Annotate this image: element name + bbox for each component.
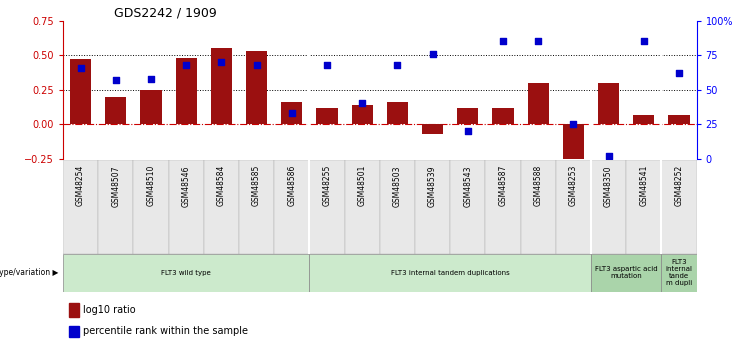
Text: percentile rank within the sample: percentile rank within the sample (83, 326, 248, 336)
Bar (591, 160, 626, 254)
Text: GSM48252: GSM48252 (674, 165, 683, 206)
Bar (351, 105, 373, 124)
Bar (274, 160, 309, 254)
Bar (379, 160, 415, 254)
Bar (63, 254, 310, 292)
Bar (98, 160, 133, 254)
Bar (528, 83, 548, 124)
Point (638, 39, 650, 44)
Point (321, 62, 333, 68)
Text: GSM48588: GSM48588 (534, 165, 542, 206)
Bar (345, 160, 379, 254)
Text: GSM48587: GSM48587 (499, 165, 508, 206)
Point (391, 62, 403, 68)
Point (497, 39, 509, 44)
Point (180, 62, 192, 68)
Text: FLT3 aspartic acid
mutation: FLT3 aspartic acid mutation (595, 266, 657, 279)
Bar (239, 160, 274, 254)
Text: FLT3 internal tandem duplications: FLT3 internal tandem duplications (391, 269, 510, 276)
Point (216, 59, 227, 65)
Text: FLT3 wild type: FLT3 wild type (162, 269, 211, 276)
Bar (556, 160, 591, 254)
Point (427, 51, 439, 57)
Text: log10 ratio: log10 ratio (83, 305, 136, 315)
Point (532, 39, 544, 44)
Bar (492, 108, 514, 124)
Text: GSM48546: GSM48546 (182, 165, 190, 207)
Point (568, 121, 579, 127)
Bar (668, 115, 689, 124)
Text: GSM48501: GSM48501 (358, 165, 367, 206)
Bar (387, 102, 408, 124)
Bar (415, 160, 450, 254)
Bar (70, 59, 91, 124)
Bar (316, 108, 337, 124)
Point (286, 110, 298, 116)
Bar (661, 254, 697, 292)
Point (356, 101, 368, 106)
Text: GSM48350: GSM48350 (604, 165, 613, 207)
Bar (422, 124, 443, 134)
Bar (141, 90, 162, 124)
Text: GSM48503: GSM48503 (393, 165, 402, 207)
Text: GSM48507: GSM48507 (111, 165, 120, 207)
Text: GSM48255: GSM48255 (322, 165, 331, 206)
Bar (168, 160, 204, 254)
Bar (520, 160, 556, 254)
Point (110, 77, 122, 83)
Point (462, 128, 473, 134)
Text: genotype/variation ▶: genotype/variation ▶ (0, 268, 58, 277)
Bar (310, 254, 591, 292)
Bar (457, 108, 478, 124)
Bar (626, 160, 661, 254)
Bar (105, 97, 126, 124)
Bar (310, 160, 345, 254)
Point (602, 153, 614, 159)
Text: GSM48586: GSM48586 (288, 165, 296, 206)
Point (250, 62, 262, 68)
Bar (661, 160, 697, 254)
Bar (70, 304, 79, 317)
Bar (176, 58, 197, 124)
Bar (204, 160, 239, 254)
Bar (450, 160, 485, 254)
Text: GSM48539: GSM48539 (428, 165, 437, 207)
Point (673, 70, 685, 76)
Point (75, 65, 87, 70)
Text: GDS2242 / 1909: GDS2242 / 1909 (113, 7, 216, 20)
Text: GSM48585: GSM48585 (252, 165, 261, 206)
Text: GSM48510: GSM48510 (147, 165, 156, 206)
Bar (63, 160, 98, 254)
Bar (133, 160, 168, 254)
Point (145, 76, 157, 81)
Bar (70, 326, 79, 337)
Text: GSM48543: GSM48543 (463, 165, 472, 207)
Bar (591, 254, 661, 292)
Bar (562, 124, 584, 161)
Bar (210, 48, 232, 124)
Bar (485, 160, 520, 254)
Bar (281, 102, 302, 124)
Bar (633, 115, 654, 124)
Text: FLT3
internal
tande
m dupli: FLT3 internal tande m dupli (665, 259, 692, 286)
Text: GSM48254: GSM48254 (76, 165, 85, 206)
Text: GSM48541: GSM48541 (639, 165, 648, 206)
Bar (598, 83, 619, 124)
Text: GSM48584: GSM48584 (217, 165, 226, 206)
Text: GSM48253: GSM48253 (569, 165, 578, 206)
Bar (246, 51, 267, 124)
